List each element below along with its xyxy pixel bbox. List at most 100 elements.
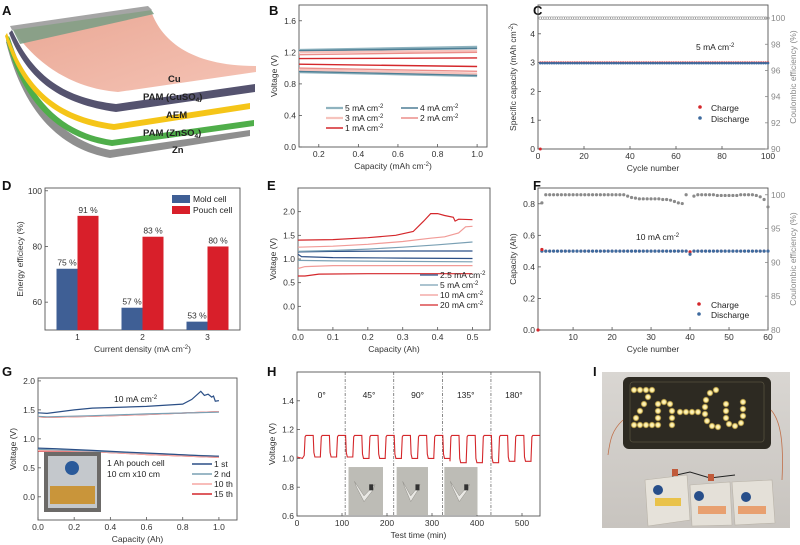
led: [666, 400, 674, 408]
discharge-point: [667, 61, 671, 65]
ce-point: [704, 193, 708, 197]
discharge-point: [624, 61, 627, 65]
x-tick-label: 0: [295, 518, 300, 528]
discharge-point: [727, 249, 731, 253]
x-tick-label: 0.6: [141, 522, 153, 532]
y-tick-label: 2.0: [23, 376, 35, 386]
y2-axis-label: Coulombic efficiency (%): [788, 212, 798, 306]
discharge-point: [686, 61, 689, 65]
y-tick-label: 1: [530, 115, 535, 125]
ce-point: [598, 193, 602, 197]
discharge-point: [578, 61, 581, 65]
series-line-charge: [298, 51, 478, 56]
x-tick-label: 500: [515, 518, 529, 528]
discharge-point: [729, 61, 733, 65]
discharge-point: [631, 61, 634, 65]
series-line-charge: [37, 411, 219, 418]
y2-tick-label: 94: [771, 92, 781, 102]
ce-point: [622, 193, 626, 197]
discharge-point: [755, 61, 758, 65]
x-axis-label: Cycle number: [627, 344, 680, 354]
charge-point: [538, 147, 542, 151]
clip: [672, 469, 678, 476]
layer-label-pam-cuso4: PAM (CuSO4): [143, 92, 202, 104]
discharge-point: [626, 61, 629, 65]
discharge-point: [551, 249, 556, 253]
ce-point: [641, 197, 645, 201]
chart-b-voltage-profiles: 0.2 0.4 0.6 0.8 1.0 0.0 0.4 0.8 1.2 1.6 Capacity (…: [269, 4, 488, 171]
y2-tick-label: 80: [771, 325, 781, 335]
ce-point: [555, 193, 560, 197]
series-line-discharge: [298, 63, 478, 68]
legend-label: Pouch cell: [193, 205, 232, 215]
ce-point: [544, 193, 548, 197]
series-line-charge: [297, 250, 473, 253]
discharge-point: [612, 61, 616, 65]
panel-label-d: D: [2, 178, 11, 193]
series-line-discharge: [297, 265, 473, 270]
legend-label-charge: Charge: [711, 103, 739, 113]
discharge-point: [590, 249, 595, 253]
x-tick-label: 0.4: [104, 522, 116, 532]
discharge-point: [759, 61, 763, 65]
legend-label: 4 mA cm-2: [420, 103, 459, 113]
plot-frame: [296, 371, 541, 517]
led-sign-text: [630, 386, 747, 431]
series-line-discharge: [37, 449, 219, 458]
discharge-point: [681, 61, 685, 65]
y-axis-label: Voltage (V): [8, 428, 18, 470]
bar-pouch-cell: [142, 236, 164, 330]
x-tick-label: 20: [607, 332, 617, 342]
pouch-cell-label: [50, 486, 95, 504]
y-tick-label: 1.6: [284, 16, 296, 26]
discharge-point: [661, 249, 665, 253]
clip: [708, 474, 714, 481]
led: [712, 386, 720, 394]
discharge-point: [629, 249, 634, 253]
legend-label: 2.5 mA cm-2: [440, 270, 486, 280]
discharge-point: [548, 249, 552, 253]
discharge-point: [656, 61, 659, 65]
discharge-point: [614, 61, 618, 65]
ce-point: [633, 196, 638, 200]
y2-tick-label: 100: [771, 190, 785, 200]
x-tick-label: 100: [761, 151, 775, 161]
x-tick-label: 1.0: [213, 522, 225, 532]
led: [660, 398, 668, 406]
discharge-point: [704, 61, 708, 65]
legend-label-discharge: Discharge: [711, 114, 750, 124]
discharge-point: [731, 249, 735, 253]
ce-point: [540, 201, 544, 205]
ce-point: [750, 193, 755, 197]
led: [682, 408, 690, 416]
discharge-point: [739, 61, 742, 65]
discharge-point: [735, 249, 739, 253]
discharge-point: [732, 61, 735, 65]
led: [694, 408, 702, 416]
x-axis-label: Cycle number: [627, 163, 680, 173]
cell-tab: [464, 484, 469, 491]
discharge-point: [552, 61, 556, 65]
discharge-point: [555, 61, 558, 65]
layer-label-aem: AEM: [166, 110, 187, 121]
discharge-point: [654, 61, 657, 65]
discharge-point: [762, 249, 766, 253]
discharge-point: [591, 61, 595, 65]
pouch-cell-label: [698, 506, 726, 514]
y-tick-label: 0.6: [523, 230, 535, 240]
pouch-cell-label: [655, 498, 681, 506]
ce-point: [680, 201, 684, 206]
led: [630, 421, 638, 429]
series-line-discharge: [298, 68, 478, 75]
layer-label-cu: Cu: [168, 74, 181, 85]
discharge-point: [752, 61, 756, 65]
layer-label-zn: Zn: [172, 145, 184, 156]
discharge-point: [642, 61, 646, 65]
y-tick-label: 0.6: [282, 511, 294, 521]
y-tick-label: 0.8: [284, 79, 296, 89]
ce-point: [766, 16, 770, 20]
ce-point: [548, 193, 552, 197]
discharge-point: [610, 249, 614, 253]
y-tick-label: 0.4: [284, 110, 296, 120]
discharge-point: [618, 249, 622, 253]
